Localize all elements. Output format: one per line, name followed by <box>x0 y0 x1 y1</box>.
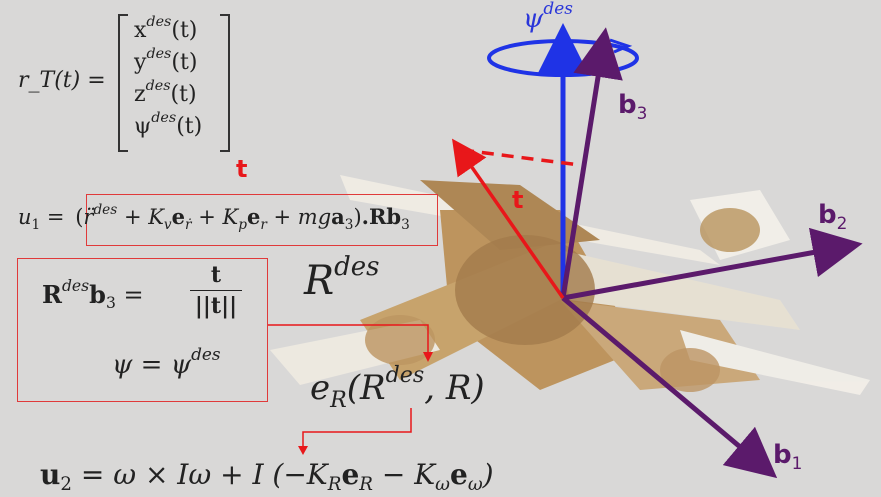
u2-equation: u2 = ω × Iω + I (−KReR − Kωeω) <box>40 458 494 496</box>
thrust-label-top: t <box>236 155 248 183</box>
thrust-term-box <box>86 194 438 246</box>
attitude-box <box>17 258 268 402</box>
psi-des-label: ψdes <box>523 0 573 34</box>
rdes-b3-equation: Rdesb3 = <box>42 277 144 313</box>
rdes-label: Rdes <box>304 251 380 305</box>
thrust-vector <box>451 138 565 300</box>
traj-entry-x: xdes(t) <box>134 14 198 43</box>
thrust-fraction: t ||t|| <box>190 262 242 319</box>
b1-axis <box>561 296 778 479</box>
b1-label: b1 <box>773 440 803 473</box>
b3-label: b3 <box>618 90 648 123</box>
connector-error <box>302 408 412 450</box>
traj-entry-y: ydes(t) <box>134 46 198 75</box>
u1-equation: u1 = (r̈des + Kveṙ + Kper + mga3).Rb3 <box>18 201 410 233</box>
traj-vector: xdes(t) ydes(t) zdes(t) ψdes(t) <box>118 14 230 152</box>
traj-entry-psi: ψdes(t) <box>134 110 203 139</box>
thrust-vector-label: t <box>512 186 524 214</box>
traj-lhs: r_T(t) = <box>18 68 106 93</box>
b3-axis <box>560 27 623 299</box>
traj-entry-z: zdes(t) <box>134 78 197 107</box>
rotation-error: eR(Rdes, R) <box>310 362 485 413</box>
connector-rdes <box>268 324 429 358</box>
b2-label: b2 <box>818 200 848 233</box>
psi-equation: ψ = ψdes <box>112 344 221 380</box>
b2-axis <box>562 227 863 301</box>
